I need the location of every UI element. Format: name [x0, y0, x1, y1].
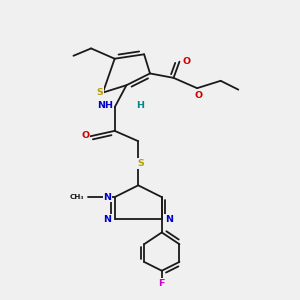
Text: N: N: [165, 215, 173, 224]
Text: S: S: [138, 159, 145, 168]
Text: O: O: [194, 91, 202, 100]
Text: N: N: [103, 193, 111, 202]
Text: CH₃: CH₃: [69, 194, 84, 200]
Text: F: F: [158, 279, 165, 288]
Text: S: S: [97, 88, 103, 97]
Text: H: H: [136, 101, 144, 110]
Text: N: N: [103, 215, 111, 224]
Text: O: O: [81, 131, 89, 140]
Text: O: O: [183, 57, 191, 66]
Text: NH: NH: [97, 101, 113, 110]
